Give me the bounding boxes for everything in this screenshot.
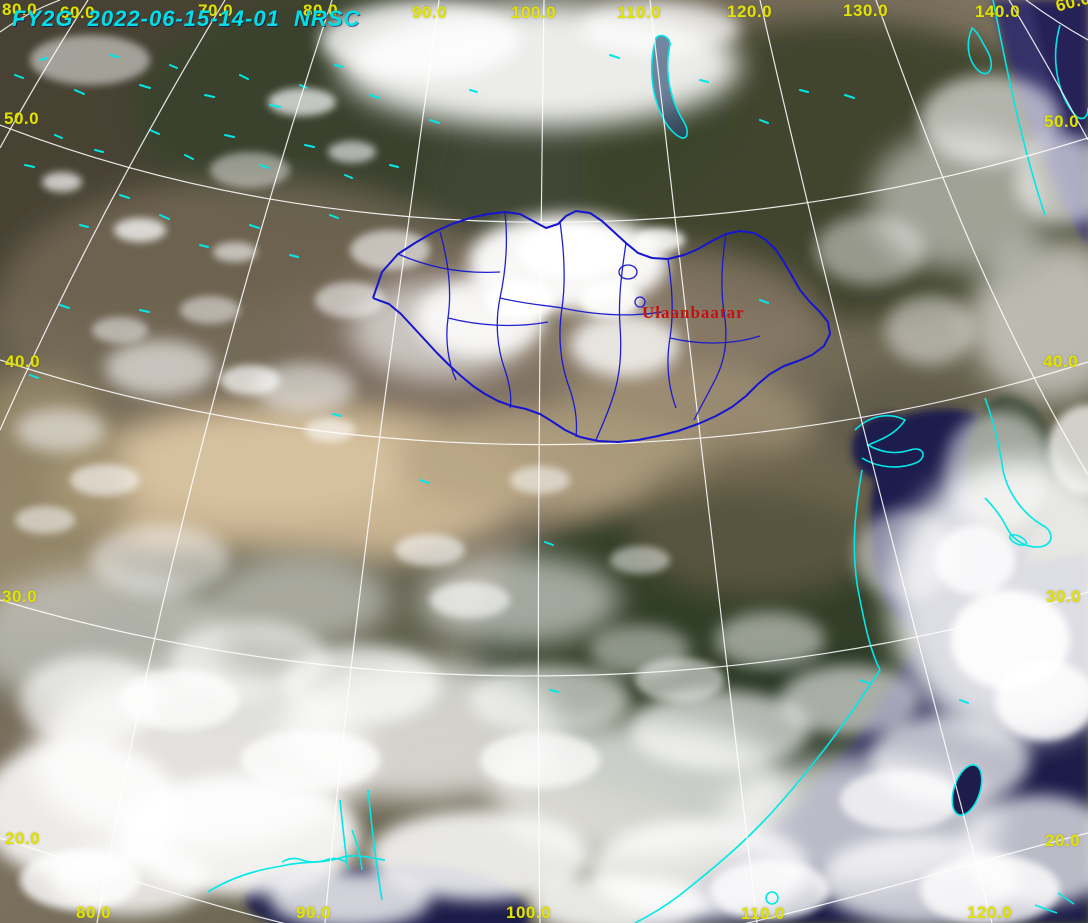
grid-label-lon-90: 90.0	[412, 3, 448, 22]
grid-label-lon-120-bottom: 120.0	[967, 903, 1013, 922]
grid-label-lon-100-bottom: 100.0	[506, 903, 552, 922]
grid-label-lon-130: 130.0	[843, 1, 889, 20]
grid-label-lon-60: 60.0	[60, 3, 96, 22]
grid-label-lat-30-right: 30.0	[1046, 587, 1082, 606]
grid-label-lat-20-right: 20.0	[1045, 831, 1081, 850]
grid-label-lon-80-bottom: 80.0	[76, 903, 112, 922]
grid-label-lat-40-left: 40.0	[5, 352, 41, 371]
grid-label-lat-50-left: 50.0	[4, 109, 40, 128]
grid-label-lat-50-right: 50.0	[1044, 112, 1080, 131]
lake-speckles	[14, 54, 969, 704]
grid-label-lon-110: 110.0	[617, 3, 662, 22]
city-label-ulaanbaatar: Ulaanbaatar	[642, 303, 745, 322]
grid-label-lat-30-left: 30.0	[2, 587, 38, 606]
coastline-layer	[207, 0, 1088, 923]
grid-label-top-corner-lat: 80.0	[2, 0, 38, 19]
grid-label-lat-40-right: 40.0	[1043, 352, 1079, 371]
image-title: FY2G 2022-06-15-14-01 NRSC	[12, 6, 361, 31]
grid-label-lat-20-left: 20.0	[5, 829, 41, 848]
grid-label-lon-110-bottom: 110.0	[741, 904, 786, 923]
mongolia-border	[372, 210, 831, 443]
grid-label-lon-80: 80.0	[303, 1, 339, 20]
grid-label-lon-140: 140.0	[975, 2, 1021, 21]
grid-label-lon-120: 120.0	[727, 2, 773, 21]
grid-label-lon-100: 100.0	[511, 3, 557, 22]
grid-label-lon-70: 70.0	[198, 1, 234, 20]
province-borders	[397, 211, 761, 441]
grid-label-lon-90-bottom: 90.0	[296, 903, 332, 922]
